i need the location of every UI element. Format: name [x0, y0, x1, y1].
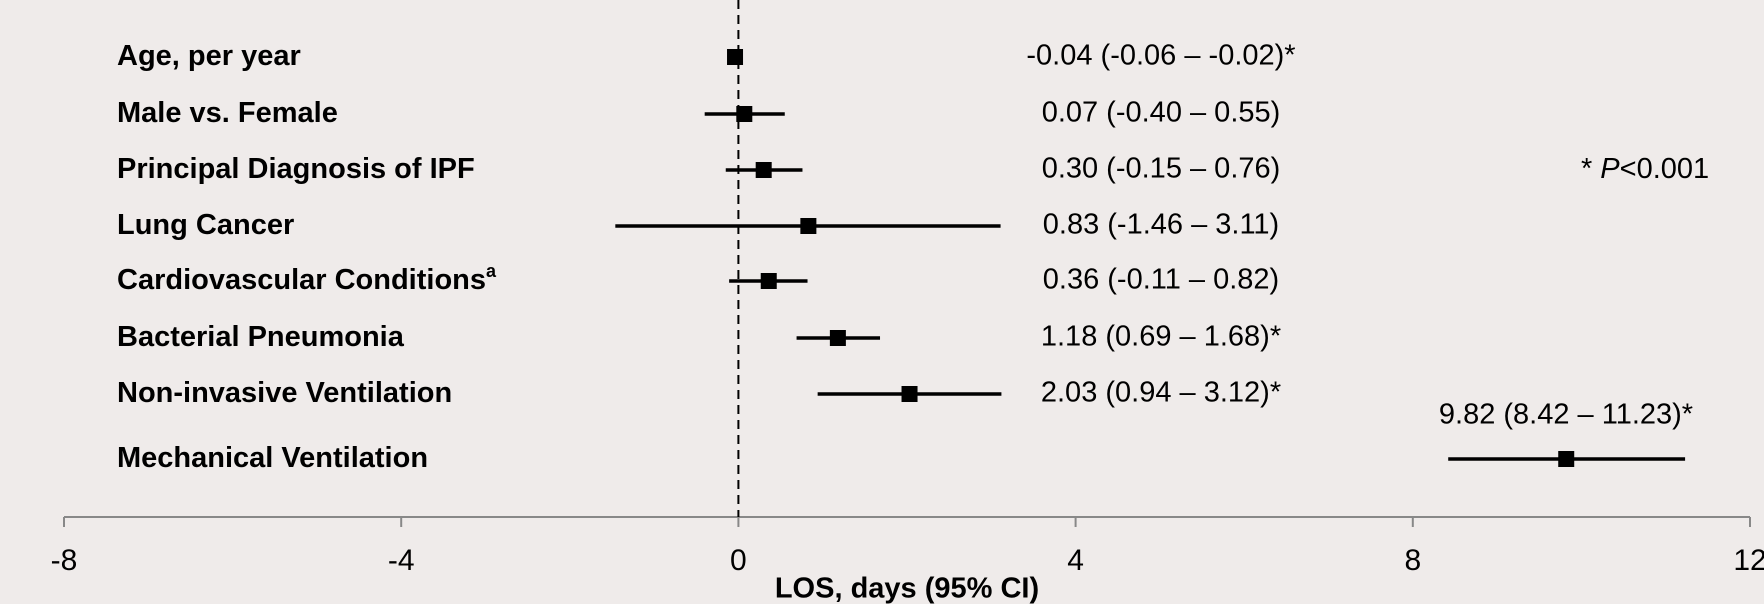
category-name: Principal Diagnosis of IPF: [117, 153, 475, 185]
value-label: 2.03 (0.94 – 3.12)*: [1041, 377, 1281, 409]
point-estimate: [901, 386, 918, 402]
annotation: * P<0.001: [1581, 153, 1709, 185]
category-name: Bacterial Pneumonia: [117, 321, 405, 353]
point-estimate: [736, 106, 753, 122]
value-label: -0.04 (-0.06 – -0.02)*: [1026, 40, 1295, 72]
category-name: Mechanical Ventilation: [117, 442, 428, 474]
annotation-threshold: <0.001: [1620, 153, 1710, 185]
category-label: Age, per year: [117, 40, 301, 72]
x-tick-label: 4: [1067, 544, 1084, 577]
annotation-p: P: [1600, 153, 1620, 185]
category-label: Mechanical Ventilation: [117, 442, 428, 474]
category-label: Cardiovascular Conditionsa: [117, 261, 497, 296]
point-estimate: [755, 162, 772, 178]
point-estimate: [829, 330, 846, 346]
category-label: Male vs. Female: [117, 97, 338, 129]
category-name: Male vs. Female: [117, 97, 338, 129]
category-name: Age, per year: [117, 40, 301, 72]
value-label: 9.82 (8.42 – 11.23)*: [1439, 399, 1693, 431]
category-name: Non-invasive Ventilation: [117, 377, 452, 409]
value-label: 0.36 (-0.11 – 0.82): [1043, 264, 1279, 296]
category-name: Lung Cancer: [117, 209, 294, 241]
annotation-star: *: [1581, 153, 1592, 185]
value-label: 0.07 (-0.40 – 0.55): [1042, 97, 1281, 129]
x-tick-label: 8: [1404, 544, 1421, 577]
x-tick-label: 0: [730, 544, 747, 577]
category-label: Non-invasive Ventilation: [117, 377, 452, 409]
category-label: Principal Diagnosis of IPF: [117, 153, 475, 185]
point-estimate: [760, 273, 777, 289]
category-label: Bacterial Pneumonia: [117, 321, 405, 353]
x-tick-label: -4: [388, 544, 415, 577]
x-axis-label: LOS, days (95% CI): [775, 573, 1039, 604]
value-label: 0.83 (-1.46 – 3.11): [1043, 209, 1279, 241]
point-estimate: [727, 49, 744, 65]
category-label: Lung Cancer: [117, 209, 294, 241]
category-superscript: a: [486, 261, 497, 281]
value-label: 1.18 (0.69 – 1.68)*: [1041, 321, 1281, 353]
x-tick-label: -8: [51, 544, 78, 577]
category-name: Cardiovascular Conditions: [117, 264, 486, 296]
value-label: 0.30 (-0.15 – 0.76): [1042, 153, 1281, 185]
x-tick-label: 12: [1733, 544, 1764, 577]
point-estimate: [1558, 451, 1575, 467]
point-estimate: [800, 218, 817, 234]
